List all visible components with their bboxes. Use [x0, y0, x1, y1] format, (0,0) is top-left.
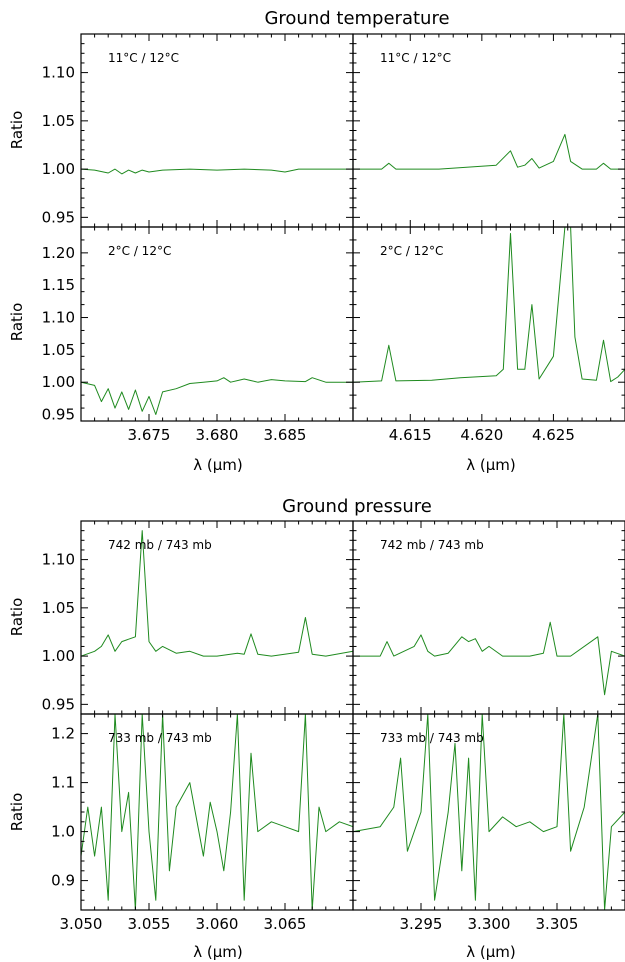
temperature-left-bottom-annotation: 2°C / 12°C	[108, 244, 171, 258]
temperature-right-bottom-xtick-label: 4.620	[460, 426, 503, 444]
temperature-right-bottom-frame	[352, 226, 625, 422]
pressure-right-bottom-xtick-label: 3.305	[536, 915, 579, 933]
pressure-right-top-panel: 742 mb / 743 mb	[352, 520, 625, 715]
temperature-right-bottom-series-line	[353, 227, 625, 383]
temperature-right-top-series-line	[353, 133, 625, 170]
temperature-left-top-ytick-label: 1.00	[42, 160, 75, 178]
temperature-left-bottom-ytick-label: 1.15	[42, 276, 75, 294]
pressure-left-top-ytick-label: 1.00	[42, 647, 75, 665]
pressure-left-top-ytick-label: 1.10	[42, 551, 75, 569]
temperature-left-top-panel: 0.95 1.00 1.05 1.10 11°C / 12°C	[42, 33, 354, 228]
temperature-right-bottom-annotation: 2°C / 12°C	[380, 244, 443, 258]
pressure-left-bottom-series-line	[81, 714, 353, 910]
pressure-left-bottom-xtick-label: 3.055	[128, 915, 171, 933]
pressure-left-bottom-ytick-label: 1.0	[51, 823, 75, 841]
pressure-left-bottom-ytick-label: 1.2	[51, 725, 75, 743]
pressure-left-top-annotation: 742 mb / 743 mb	[108, 538, 212, 552]
temperature-x-axis-label-right: λ (μm)	[466, 456, 516, 474]
pressure-left-bottom-panel: 0.9 1.0 1.1 1.2 3.050 3.055 3.060 3.065 733 mb /…	[51, 713, 354, 933]
pressure-left-top-series-line	[81, 530, 353, 657]
ylabel-pres-top: Ratio	[8, 598, 26, 637]
temperature-left-top-series-line	[81, 168, 353, 175]
temperature-left-bottom-ytick-label: 1.05	[42, 341, 75, 359]
pressure-right-top-series-line	[353, 621, 625, 696]
temperature-left-top-ytick-label: 1.10	[42, 64, 75, 82]
pressure-left-top-ytick-label: 1.05	[42, 599, 75, 617]
temperature-section-title: Ground temperature	[264, 8, 449, 29]
pressure-left-top-ytick-label: 0.95	[42, 695, 75, 713]
pressure-x-axis-label-right: λ (μm)	[466, 943, 516, 961]
pressure-left-bottom-annotation: 733 mb / 743 mb	[108, 731, 212, 745]
pressure-left-top-panel: 0.95 1.00 1.05 1.10 742 mb / 743 mb	[42, 520, 354, 715]
temperature-left-bottom-panel: 0.95 1.00 1.05 1.10 1.15 1.20 3.675 3.680 3.685 2…	[42, 226, 354, 444]
pressure-x-axis-label: λ (μm)	[193, 943, 243, 961]
temperature-right-top-panel: 11°C / 12°C	[352, 33, 625, 228]
temperature-right-bottom-panel: 4.615 4.620 4.625 2°C / 12°C	[352, 226, 625, 444]
pressure-right-bottom-xtick-label: 3.300	[468, 915, 511, 933]
ylabel-temp-bottom: Ratio	[8, 303, 26, 342]
pressure-section-title: Ground pressure	[282, 496, 432, 517]
pressure-right-bottom-xtick-label: 3.295	[400, 915, 443, 933]
pressure-left-bottom-xtick-label: 3.060	[196, 915, 239, 933]
temperature-left-bottom-xtick-label: 3.680	[196, 426, 239, 444]
temperature-left-top-annotation: 11°C / 12°C	[108, 51, 179, 65]
temperature-left-bottom-xtick-label: 3.685	[264, 426, 307, 444]
temperature-left-bottom-xtick-label: 3.675	[128, 426, 171, 444]
temperature-right-top-annotation: 11°C / 12°C	[380, 51, 451, 65]
temperature-x-axis-label: λ (μm)	[193, 456, 243, 474]
pressure-right-bottom-annotation: 733 mb / 743 mb	[380, 731, 484, 745]
temperature-left-top-ytick-label: 0.95	[42, 208, 75, 226]
pressure-left-bottom-ytick-label: 1.1	[51, 774, 75, 792]
temperature-left-bottom-ytick-label: 1.10	[42, 309, 75, 327]
temperature-left-bottom-series-line	[81, 377, 353, 415]
temperature-left-bottom-ytick-label: 1.20	[42, 244, 75, 262]
ylabel-pres-bottom: Ratio	[8, 793, 26, 832]
temperature-left-bottom-ytick-label: 0.95	[42, 406, 75, 424]
temperature-right-bottom-xtick-label: 4.615	[389, 426, 432, 444]
temperature-left-bottom-ytick-label: 1.00	[42, 373, 75, 391]
temperature-left-top-ytick-label: 1.05	[42, 112, 75, 130]
ylabel-temp-top: Ratio	[8, 111, 26, 150]
pressure-right-bottom-series-line	[353, 714, 625, 910]
pressure-left-bottom-xtick-label: 3.065	[264, 915, 307, 933]
pressure-right-bottom-panel: 3.295 3.300 3.305 733 mb / 743 mb	[352, 713, 625, 933]
pressure-right-top-annotation: 742 mb / 743 mb	[380, 538, 484, 552]
pressure-left-bottom-xtick-label: 3.050	[60, 915, 103, 933]
temperature-right-bottom-xtick-label: 4.625	[532, 426, 575, 444]
pressure-left-bottom-ytick-label: 0.9	[51, 872, 75, 890]
